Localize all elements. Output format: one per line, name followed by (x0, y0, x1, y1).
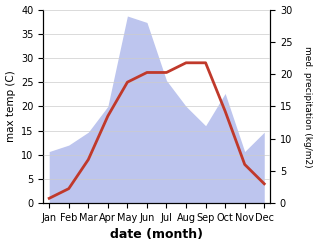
Y-axis label: med. precipitation (kg/m2): med. precipitation (kg/m2) (303, 45, 313, 167)
Y-axis label: max temp (C): max temp (C) (5, 70, 16, 142)
X-axis label: date (month): date (month) (110, 228, 203, 242)
